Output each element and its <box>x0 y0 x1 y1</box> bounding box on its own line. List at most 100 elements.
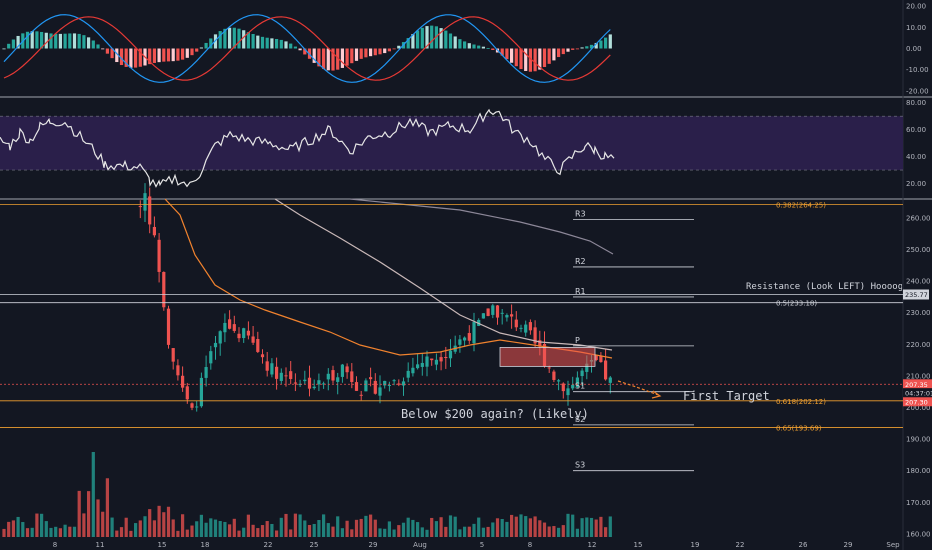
volume-bar <box>345 520 349 537</box>
candle-body <box>571 384 575 389</box>
volume-bar <box>566 513 570 537</box>
volume-bar <box>143 516 147 537</box>
macd-hist-bar <box>373 48 377 56</box>
volume-bar <box>608 516 612 537</box>
volume-bar <box>49 527 53 537</box>
macd-hist-bar <box>364 48 368 58</box>
macd-hist-bar <box>251 33 255 49</box>
volume-bar <box>124 517 128 537</box>
macd-hist-bar <box>411 34 415 49</box>
volume-bar <box>77 490 81 537</box>
volume-bar <box>514 516 518 537</box>
macd-line <box>3 14 611 83</box>
volume-bar <box>467 526 471 537</box>
candle-body <box>481 313 485 319</box>
macd-hist-bar <box>204 42 208 49</box>
time-tick-label: 29 <box>844 541 853 549</box>
candle-body <box>406 370 410 378</box>
time-tick-label: Sep <box>886 541 900 549</box>
candle-body <box>401 381 406 386</box>
time-tick-label: 15 <box>158 541 167 549</box>
macd-tick-label: 0.00 <box>906 45 922 53</box>
volume-bar <box>101 511 105 537</box>
macd-hist-bar <box>82 35 86 49</box>
macd-hist-bar <box>260 36 265 49</box>
macd-hist-bar <box>557 48 561 58</box>
volume-bar <box>298 514 302 537</box>
volume-bar <box>40 513 44 537</box>
candle-body <box>166 308 171 345</box>
macd-hist-bar <box>571 48 575 50</box>
macd-hist-bar <box>589 44 594 49</box>
volume-bar <box>491 522 495 537</box>
macd-hist-bar <box>293 46 297 49</box>
volume-bar <box>317 520 321 537</box>
candle-body <box>270 363 274 375</box>
volume-bar <box>312 523 316 537</box>
candle-body <box>251 336 255 343</box>
rsi-line <box>0 108 615 188</box>
volume-bar <box>326 523 330 537</box>
macd-hist-bar <box>326 48 330 71</box>
time-tick-label: 25 <box>310 541 319 549</box>
countdown-text: 04:37:01 <box>905 389 932 397</box>
macd-hist-bar <box>444 30 448 49</box>
macd-hist-bar <box>157 48 161 63</box>
time-tick-label: 22 <box>736 541 745 549</box>
macd-hist-bar <box>148 48 152 65</box>
candle-body <box>326 373 330 380</box>
volume-bar <box>279 517 283 537</box>
time-tick-label: 8 <box>528 541 532 549</box>
fib-level-label: 0.5(233.18) <box>776 300 817 308</box>
price-tick-label: 260.00 <box>906 214 931 222</box>
volume-bar <box>604 527 608 537</box>
macd-hist-bar <box>345 48 349 66</box>
candle-body <box>420 362 424 367</box>
macd-hist-bar <box>228 27 232 49</box>
macd-hist-bar <box>322 48 326 69</box>
volume-bar <box>185 529 189 537</box>
price-tick-label: 200.00 <box>906 404 931 412</box>
volume-bar <box>72 526 77 537</box>
macd-hist-bar <box>369 48 373 57</box>
volume-bar <box>439 517 443 537</box>
macd-hist-bar <box>2 48 6 50</box>
candle-body <box>411 367 415 374</box>
pivot-label: R1 <box>575 287 586 296</box>
volume-bar <box>369 514 373 537</box>
macd-hist-bar <box>35 31 39 49</box>
macd-hist-bar <box>72 33 77 49</box>
volume-bar <box>538 520 542 537</box>
volume-bar <box>336 516 340 537</box>
volume-bar <box>552 526 556 537</box>
macd-hist-bar <box>124 48 128 67</box>
volume-bar <box>561 525 565 537</box>
volume-bar <box>134 523 138 537</box>
macd-hist-bar <box>25 31 30 49</box>
macd-hist-bar <box>237 28 241 49</box>
candle-body <box>152 226 156 236</box>
volume-bar <box>340 528 344 537</box>
volume-bar <box>265 521 269 537</box>
macd-hist-bar <box>181 48 185 60</box>
macd-hist-bar <box>30 31 34 49</box>
volume-bar <box>284 513 288 537</box>
macd-hist-bar <box>265 37 269 49</box>
candle-body <box>289 371 293 380</box>
macd-hist-bar <box>284 41 288 49</box>
macd-hist-bar <box>101 48 105 50</box>
macd-hist-bar <box>129 48 133 68</box>
volume-bar <box>138 520 142 537</box>
candle-body <box>162 271 166 308</box>
macd-hist-bar <box>350 48 354 64</box>
macd-hist-bar <box>608 34 612 49</box>
candle-body <box>505 315 509 318</box>
macd-hist-bar <box>463 41 467 49</box>
volume-bar <box>110 517 114 537</box>
candle-body <box>566 388 570 396</box>
macd-hist-bar <box>505 48 509 60</box>
volume-bar <box>96 499 100 537</box>
candle-body <box>538 340 542 347</box>
volume-bar <box>557 527 561 537</box>
